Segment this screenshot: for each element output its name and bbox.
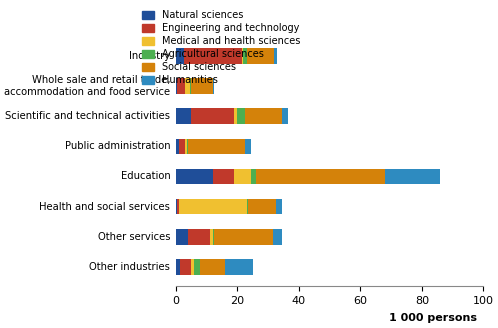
Bar [194,259,201,275]
Bar [176,199,177,215]
Bar [190,78,191,94]
Bar [234,109,238,124]
Bar [213,169,234,184]
Bar [177,199,179,215]
Legend: Natural sciences, Engineering and technology, Medical and health sciences, Agric: Natural sciences, Engineering and techno… [138,7,304,89]
Bar [238,109,245,124]
Bar [176,78,177,94]
Bar [180,259,191,275]
Bar [256,169,385,184]
Bar [177,78,185,94]
Bar [176,48,184,64]
Bar [179,138,185,154]
Bar [201,259,225,275]
Bar [245,109,282,124]
Bar [385,169,440,184]
Bar [225,259,252,275]
Bar [188,229,210,244]
Bar [187,138,188,154]
Bar [282,109,288,124]
Bar [185,78,190,94]
Bar [210,229,213,244]
Bar [242,48,244,64]
Bar [176,229,188,244]
Bar [213,229,214,244]
Bar [176,109,191,124]
Bar [176,259,180,275]
Bar [184,48,242,64]
Bar [247,48,274,64]
Bar [248,199,276,215]
Bar [245,138,251,154]
Bar [191,259,194,275]
Bar [247,199,248,215]
Bar [214,229,273,244]
Bar [276,199,282,215]
Bar [234,169,251,184]
Bar [251,169,256,184]
Bar [274,48,277,64]
Text: 1 000 persons: 1 000 persons [389,314,477,323]
Bar [185,138,187,154]
Bar [244,48,247,64]
Bar [191,78,213,94]
Bar [176,138,179,154]
Bar [176,169,213,184]
Bar [273,229,282,244]
Bar [179,199,247,215]
Bar [188,138,245,154]
Bar [213,78,214,94]
Bar [191,109,234,124]
